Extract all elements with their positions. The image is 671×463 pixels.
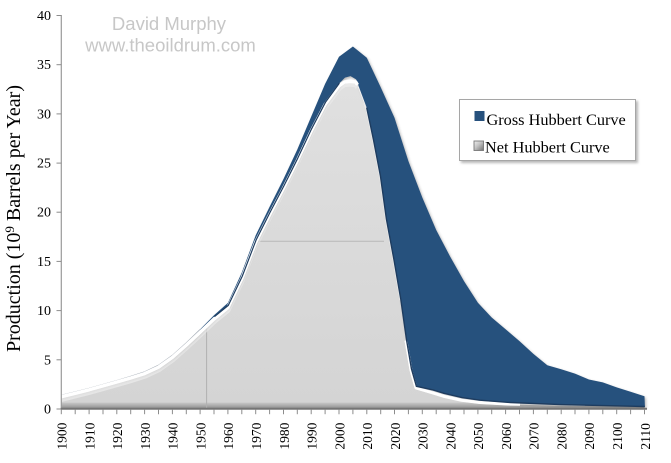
svg-text:1960: 1960 — [221, 422, 236, 449]
svg-text:2100: 2100 — [610, 422, 625, 449]
svg-text:35: 35 — [37, 58, 51, 73]
svg-text:1990: 1990 — [305, 422, 320, 449]
svg-text:www.theoildrum.com: www.theoildrum.com — [84, 35, 256, 56]
svg-text:5: 5 — [44, 353, 51, 368]
svg-text:1970: 1970 — [249, 422, 264, 449]
svg-text:2010: 2010 — [360, 422, 375, 449]
svg-text:1910: 1910 — [82, 422, 97, 449]
svg-text:30: 30 — [37, 107, 51, 122]
svg-text:20: 20 — [37, 206, 51, 221]
svg-text:25: 25 — [37, 157, 51, 172]
svg-text:2020: 2020 — [388, 422, 403, 449]
svg-text:2030: 2030 — [416, 422, 431, 449]
svg-text:1920: 1920 — [110, 422, 125, 449]
svg-text:1900: 1900 — [55, 422, 70, 449]
svg-text:2070: 2070 — [527, 422, 542, 449]
svg-text:15: 15 — [37, 255, 51, 270]
svg-text:2060: 2060 — [499, 422, 514, 449]
svg-text:40: 40 — [37, 9, 51, 24]
svg-text:0: 0 — [44, 403, 51, 418]
svg-text:2080: 2080 — [555, 422, 570, 449]
svg-text:10: 10 — [37, 304, 51, 319]
svg-text:2000: 2000 — [332, 422, 347, 449]
svg-text:1980: 1980 — [277, 422, 292, 449]
svg-text:2110: 2110 — [638, 423, 653, 450]
svg-text:2040: 2040 — [443, 422, 458, 449]
svg-text:Production (109 Barrels per Ye: Production (109 Barrels per Year) — [2, 85, 25, 352]
svg-text:Gross Hubbert Curve: Gross Hubbert Curve — [487, 110, 626, 129]
svg-text:2050: 2050 — [471, 422, 486, 449]
svg-text:David Murphy: David Murphy — [112, 13, 227, 34]
svg-text:1940: 1940 — [166, 422, 181, 449]
svg-text:2090: 2090 — [582, 422, 597, 449]
svg-text:1930: 1930 — [138, 422, 153, 449]
svg-text:Net Hubbert Curve: Net Hubbert Curve — [485, 138, 610, 157]
svg-text:1950: 1950 — [193, 422, 208, 449]
